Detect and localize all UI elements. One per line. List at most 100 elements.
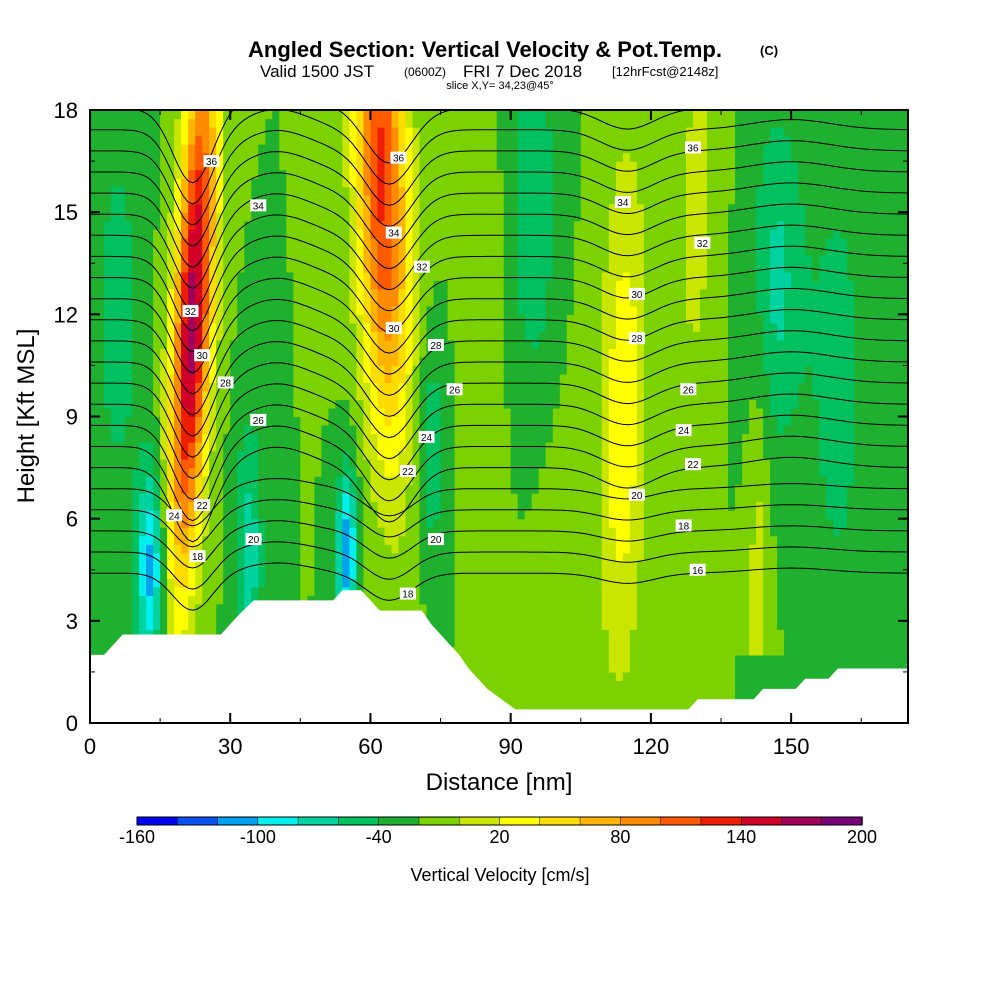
velocity-cell	[433, 416, 442, 426]
velocity-cell	[244, 569, 252, 579]
velocity-cell	[272, 552, 280, 562]
velocity-cell	[167, 391, 175, 401]
velocity-cell	[223, 152, 231, 162]
velocity-cell	[237, 535, 245, 545]
velocity-cell	[251, 110, 259, 120]
velocity-cell	[377, 595, 386, 605]
velocity-cell	[454, 118, 463, 128]
velocity-cell	[202, 561, 210, 571]
velocity-cell	[216, 612, 224, 622]
velocity-cell	[132, 135, 140, 145]
velocity-cell	[503, 237, 512, 247]
velocity-cell	[307, 331, 315, 341]
velocity-cell	[384, 152, 393, 162]
velocity-cell	[454, 195, 463, 205]
velocity-cell	[300, 399, 308, 409]
velocity-cell	[503, 331, 512, 341]
velocity-cell	[216, 595, 224, 605]
velocity-cell	[349, 110, 357, 120]
velocity-cell	[97, 356, 105, 366]
velocity-cell	[384, 203, 393, 213]
velocity-cell	[174, 442, 182, 452]
velocity-cell	[279, 110, 287, 120]
velocity-cell	[307, 493, 315, 503]
velocity-cell	[468, 195, 477, 205]
velocity-cell	[475, 544, 484, 554]
velocity-cell	[272, 297, 280, 307]
velocity-cell	[195, 135, 203, 145]
velocity-cell	[475, 459, 484, 469]
velocity-cell	[412, 484, 421, 494]
velocity-cell	[139, 305, 147, 315]
velocity-cell	[286, 161, 294, 171]
velocity-cell	[160, 161, 168, 171]
velocity-cell	[90, 527, 98, 537]
velocity-cell	[461, 467, 470, 477]
velocity-cell	[223, 356, 231, 366]
velocity-cell	[559, 518, 568, 528]
velocity-cell	[468, 297, 477, 307]
velocity-cell	[475, 195, 484, 205]
velocity-cell	[384, 271, 393, 281]
velocity-cell	[125, 501, 133, 511]
velocity-cell	[489, 144, 498, 154]
velocity-cell	[279, 476, 287, 486]
velocity-cell	[370, 552, 379, 562]
velocity-cell	[447, 229, 456, 239]
velocity-cell	[132, 586, 140, 596]
velocity-cell	[489, 586, 498, 596]
velocity-cell	[202, 493, 210, 503]
velocity-cell	[419, 237, 428, 247]
velocity-cell	[538, 356, 547, 366]
velocity-cell	[475, 297, 484, 307]
velocity-cell	[426, 331, 435, 341]
velocity-cell	[188, 425, 196, 435]
velocity-cell	[258, 510, 266, 520]
velocity-cell	[524, 254, 533, 264]
velocity-cell	[475, 629, 484, 639]
velocity-cell	[363, 288, 371, 298]
velocity-cell	[531, 127, 540, 137]
velocity-cell	[314, 127, 322, 137]
velocity-cell	[321, 237, 329, 247]
velocity-cell	[573, 552, 582, 562]
velocity-cell	[279, 212, 287, 222]
velocity-cell	[398, 263, 407, 273]
velocity-cell	[566, 365, 575, 375]
velocity-cell	[188, 314, 196, 324]
velocity-cell	[440, 152, 449, 162]
velocity-cell	[321, 493, 329, 503]
velocity-cell	[209, 476, 217, 486]
velocity-cell	[90, 535, 98, 545]
velocity-cell	[230, 186, 238, 196]
velocity-cell	[559, 646, 568, 656]
velocity-cell	[181, 118, 189, 128]
velocity-cell	[405, 127, 414, 137]
velocity-cell	[90, 425, 98, 435]
velocity-cell	[454, 339, 463, 349]
velocity-cell	[335, 229, 343, 239]
velocity-cell	[412, 552, 421, 562]
velocity-cell	[398, 356, 407, 366]
velocity-cell	[258, 365, 266, 375]
velocity-cell	[181, 186, 189, 196]
velocity-cell	[111, 578, 119, 588]
velocity-cell	[433, 476, 442, 486]
velocity-cell	[111, 493, 119, 503]
velocity-cell	[321, 450, 329, 460]
velocity-cell	[97, 603, 105, 613]
velocity-cell	[97, 586, 105, 596]
velocity-cell	[104, 339, 112, 349]
velocity-cell	[559, 620, 568, 630]
velocity-cell	[503, 365, 512, 375]
velocity-cell	[412, 391, 421, 401]
velocity-cell	[160, 578, 168, 588]
valid-time-label: Valid 1500 JST	[260, 62, 374, 81]
velocity-cell	[363, 527, 371, 537]
velocity-cell	[90, 620, 98, 630]
velocity-cell	[356, 203, 364, 213]
velocity-cell	[545, 612, 554, 622]
velocity-cell	[328, 544, 336, 554]
velocity-cell	[454, 169, 463, 179]
velocity-cell	[566, 450, 575, 460]
